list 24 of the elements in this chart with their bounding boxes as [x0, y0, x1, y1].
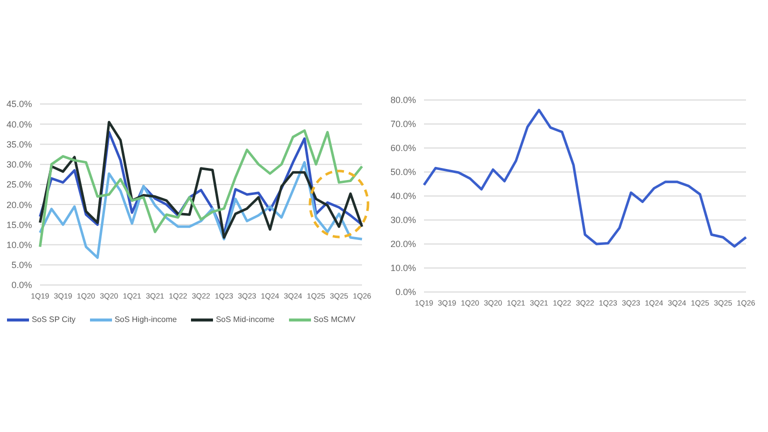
y-tick-label: 60.0% [390, 143, 416, 154]
y-tick-label: 10.0% [6, 240, 32, 250]
legend-label: SoS Mid-income [216, 315, 274, 324]
y-tick-label: 40.0% [6, 119, 32, 130]
y-tick-label: 50.0% [390, 167, 416, 178]
y-tick-label: 0.0% [11, 280, 32, 290]
y-tick-label: 45.0% [6, 99, 32, 110]
y-tick-label: 0.0% [395, 287, 416, 298]
legend-label: SoS MCMV [314, 315, 356, 324]
y-tick-label: 15.0% [6, 220, 32, 230]
legend-label: SoS High-income [114, 315, 177, 324]
y-tick-label: 20.0% [6, 200, 32, 210]
y-tick-label: 80.0% [390, 95, 416, 106]
y-tick-label: 25.0% [6, 180, 32, 190]
y-tick-label: 5.0% [11, 260, 32, 270]
y-tick-label: 30.0% [390, 215, 416, 226]
y-tick-label: 40.0% [390, 191, 416, 202]
line-series [422, 108, 748, 248]
legend-label: SoS SP City [32, 315, 76, 324]
y-tick-label: 35.0% [6, 139, 32, 150]
y-tick-label: 20.0% [390, 239, 416, 250]
y-tick-label: 30.0% [6, 160, 32, 170]
y-tick-label: 10.0% [390, 263, 416, 274]
y-tick-label: 70.0% [390, 119, 416, 130]
